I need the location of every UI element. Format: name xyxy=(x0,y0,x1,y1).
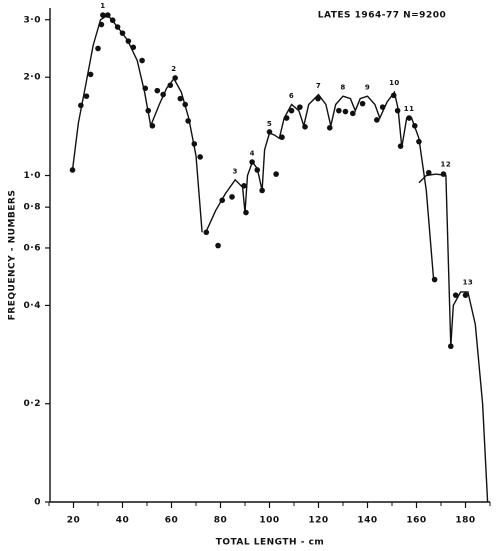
x-tick-label: 180 xyxy=(455,516,475,526)
y-tick-label: 0·8 xyxy=(24,203,41,213)
curve-label: 10 xyxy=(389,79,400,87)
data-point xyxy=(342,108,349,115)
x-tick-label: 80 xyxy=(214,516,228,526)
data-point xyxy=(273,171,279,177)
x-tick-label: 160 xyxy=(406,516,426,526)
data-point xyxy=(154,87,161,94)
data-point xyxy=(100,12,106,18)
curve-label: 12 xyxy=(441,161,452,169)
data-point xyxy=(167,82,174,89)
data-point xyxy=(359,100,366,107)
y-tick-label: 2·0 xyxy=(24,73,41,83)
curve-label: 1 xyxy=(100,2,105,10)
data-point xyxy=(326,125,333,131)
curve-label: 3 xyxy=(233,167,238,175)
y-tick-label: 0·4 xyxy=(24,301,41,311)
chart-title: LATES 1964-77 N=9200 xyxy=(318,11,446,21)
y-tick-label: 0·6 xyxy=(24,243,41,253)
x-tick-label: 40 xyxy=(116,516,130,526)
data-point xyxy=(139,57,145,64)
data-point xyxy=(425,169,432,176)
data-point xyxy=(197,154,203,160)
y-tick-label: 1·0 xyxy=(24,171,41,181)
curve-label: 8 xyxy=(340,84,345,92)
curve-label: 13 xyxy=(463,279,474,287)
data-point xyxy=(336,107,342,114)
curve-label: 4 xyxy=(250,149,255,157)
data-point xyxy=(83,93,90,99)
y-tick-label: 0·2 xyxy=(24,399,41,409)
curve-label: 6 xyxy=(289,92,294,100)
curve-label: 7 xyxy=(316,82,321,90)
x-tick-label: 140 xyxy=(357,516,377,526)
y-tick-label: 3·0 xyxy=(24,15,41,25)
data-point xyxy=(215,242,221,249)
curve-label: 5 xyxy=(267,120,272,128)
curve-label: 2 xyxy=(171,65,176,73)
x-tick-label: 20 xyxy=(67,516,81,526)
data-point xyxy=(350,110,356,117)
data-point xyxy=(288,107,295,114)
data-point xyxy=(462,292,469,298)
y-tick-label: 0 xyxy=(34,498,41,508)
data-point xyxy=(431,276,438,283)
curve-label: 9 xyxy=(365,84,370,92)
data-point xyxy=(452,292,459,298)
data-point xyxy=(243,209,249,216)
x-tick-label: 120 xyxy=(308,516,328,526)
x-tick-label: 60 xyxy=(165,516,179,526)
data-point xyxy=(177,95,184,102)
fit-curve xyxy=(71,14,489,503)
data-point xyxy=(87,71,94,78)
data-point xyxy=(297,104,303,110)
data-point xyxy=(229,194,235,200)
data-point xyxy=(95,45,101,52)
x-tick-label: 100 xyxy=(259,516,279,526)
x-axis-label: TOTAL LENGTH - cm xyxy=(216,538,325,548)
y-axis-label: FREQUENCY - NUMBERS xyxy=(8,190,18,321)
data-point xyxy=(374,117,380,123)
curve-label: 11 xyxy=(404,105,415,113)
